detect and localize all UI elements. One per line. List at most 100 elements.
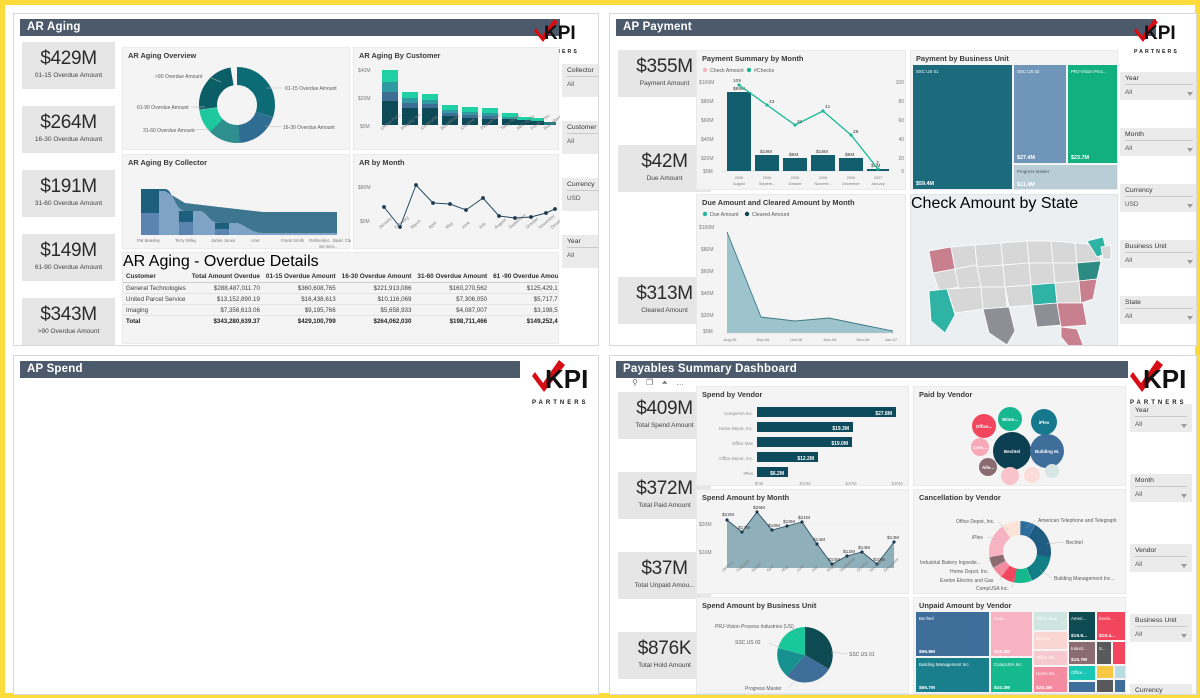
chevron-down-icon[interactable] (1181, 424, 1187, 428)
unpaid-by-vendor-treemap[interactable]: Bechtel Building Management Inc. Com... … (914, 610, 1127, 695)
visual-spend-amount-by-month[interactable]: Spend Amount by Month $20M $10M $22M $17M $… (696, 489, 909, 594)
svg-text:$14M: $14M (858, 545, 870, 551)
kpi-card[interactable]: $409M Total Spend Amount (618, 392, 711, 439)
payment-by-business-unit-treemap[interactable]: SSC US 01 SSC US 02 PRJ-Vision Proc... P… (911, 63, 1119, 191)
kpi-card[interactable]: $429M 01-15 Overdue Amount (22, 42, 115, 89)
ar-by-month-line[interactable]: $80M$0M January February March April May… (354, 167, 568, 249)
kpi-card[interactable]: $37M Total Unpaid Amou... (618, 552, 711, 599)
chevron-down-icon[interactable] (1181, 564, 1187, 568)
copy-icon[interactable]: ❐ (646, 378, 657, 387)
kpi-card[interactable]: $264M 16-30 Overdue Amount (22, 106, 115, 153)
svg-text:$0M: $0M (755, 481, 764, 486)
chevron-down-icon[interactable] (1181, 634, 1187, 638)
cell-total-1630: $264,062,030 (373, 317, 412, 325)
slicer-year[interactable]: Year All (1120, 72, 1196, 100)
payment-summary-combo-chart[interactable]: Check Amount #Checks $100M $80M $60M $40M $… (697, 63, 907, 191)
col-1630[interactable]: 16-30 Overdue Amount (338, 271, 415, 283)
visual-paid-by-vendor[interactable]: Paid by Vendor Bechtel Building M. iPlex… (913, 386, 1126, 486)
kpi-card[interactable]: $876K Total Hold Amount (618, 632, 711, 679)
slicer-vendor[interactable]: Vendor All (1130, 544, 1192, 572)
visual-payment-summary-by-month[interactable]: Payment Summary by Month Check Amount #C… (696, 50, 906, 190)
kpi-card[interactable]: $313M Cleared Amount (618, 277, 711, 324)
kpi-label: Total Paid Amount (638, 502, 691, 509)
visual-spend-by-business-unit[interactable]: Spend Amount by Business Unit PRJ-Vision… (696, 597, 909, 694)
visual-spend-by-vendor[interactable]: Spend by Vendor $27.8M $19.3M $19.0M $12… (696, 386, 909, 486)
visual-payment-by-business-unit[interactable]: Payment by Business Unit SSC US 01 SSC U… (910, 50, 1118, 190)
spend-by-vendor-bars[interactable]: $27.8M $19.3M $19.0M $12.2M $6.2M CompUS… (697, 399, 910, 487)
slicer-year[interactable]: Year All (562, 235, 598, 268)
col-total-overdue[interactable]: Total Amount Overdue (188, 271, 263, 283)
ar-aging-overview-donut[interactable]: 01-15 Overdue Amount 16-30 Overdue Amoun… (123, 60, 351, 150)
chevron-down-icon[interactable] (1187, 148, 1193, 152)
kpi-card[interactable]: $42M Due Amount (618, 145, 711, 192)
svg-text:Jamie Jones: Jamie Jones (211, 238, 235, 243)
ar-aging-by-customer-bars[interactable]: $40M $20M $0M (354, 60, 563, 150)
table-header-row: Customer Total Amount Overdue 01-15 Over… (123, 271, 558, 283)
spend-by-bu-pie[interactable]: PRJ-Vision Process Industries (US) SSC U… (697, 610, 910, 695)
slicer-business-unit[interactable]: Business Unit All (1130, 614, 1192, 642)
chevron-down-icon[interactable] (1181, 494, 1187, 498)
svg-text:$25M: $25M (753, 505, 765, 511)
chevron-down-icon[interactable] (1187, 92, 1193, 96)
col-customer[interactable]: Customer (123, 271, 189, 283)
visual-cancellation-by-vendor[interactable]: Cancellation by Vendor American Telephon… (913, 489, 1126, 594)
visual-ar-by-month[interactable]: AR by Month $80M $0M January February Mar… (353, 154, 568, 249)
visual-ar-aging-overview[interactable]: AR Aging Overview 01-15 Overdue Amount 1… (122, 47, 350, 150)
visual-ar-aging-by-customer[interactable]: AR Aging By Customer $40M $20M $0M (353, 47, 563, 150)
chevron-down-icon[interactable] (1187, 316, 1193, 320)
svg-text:43: 43 (769, 99, 775, 105)
slicer-year[interactable]: Year All (1130, 404, 1192, 432)
kpi-card[interactable]: $191M 31-60 Overdue Amount (22, 170, 115, 217)
kpi-card[interactable]: $149M 61-90 Overdue Amount (22, 234, 115, 281)
visual-ar-aging-by-collector[interactable]: AR Aging By Collector Pat Beasley Terry … (122, 154, 355, 249)
cell-6190: $5,717,778 (490, 293, 558, 305)
table-row[interactable]: United Parcel Service $13,152,890.19 $16… (123, 293, 558, 305)
cancellation-donut[interactable]: American Telephone and Telegraph Bechtel… (914, 502, 1127, 595)
pin-icon[interactable]: ⚲ (632, 378, 641, 387)
visual-due-cleared-by-month[interactable]: Due Amount and Cleared Amount by Month D… (696, 194, 907, 346)
more-options-icon[interactable]: … (676, 378, 688, 387)
svg-text:Industrial Bakery Ingredie...: Industrial Bakery Ingredie... (920, 560, 981, 566)
svg-text:Exelo...: Exelo... (1099, 616, 1114, 621)
visual-unpaid-by-vendor[interactable]: Unpaid Amount by Vendor (913, 597, 1126, 694)
col-6190[interactable]: 61 -90 Overdue Amount (490, 271, 558, 283)
slicer-month[interactable]: Month All (1130, 474, 1192, 502)
svg-text:$17M: $17M (738, 525, 750, 531)
slicer-month[interactable]: Month All (1120, 128, 1196, 156)
cell-1630: $5,658,933 (338, 304, 415, 316)
kpi-card[interactable]: $343M >90 Overdue Amount (22, 298, 115, 345)
svg-text:March: March (409, 218, 422, 230)
filter-icon[interactable]: ⏶ (661, 378, 671, 387)
slicer-state[interactable]: State All (1120, 296, 1196, 324)
chevron-down-icon[interactable] (1187, 260, 1193, 264)
slicer-currency[interactable]: Currency USD (1120, 184, 1196, 212)
table-row[interactable]: Imaging $7,356,613.06 $9,195,766 $5,658,… (123, 304, 558, 316)
chevron-down-icon[interactable] (1187, 204, 1193, 208)
kpi-value: $264M (40, 112, 97, 133)
col-0115[interactable]: 01-15 Overdue Amount (262, 271, 339, 283)
slicer-collector[interactable]: Collector All (562, 64, 598, 97)
ar-overdue-details-table[interactable]: Customer Total Amount Overdue 01-15 Over… (123, 271, 558, 326)
us-choropleth-map[interactable] (911, 213, 1119, 346)
svg-text:May: May (444, 220, 454, 230)
svg-text:Ameri...: Ameri... (1071, 616, 1086, 621)
ar-aging-by-collector-area[interactable]: Pat Beasley Terry Wiley Jamie Jones Azer… (123, 167, 355, 249)
slicer-business-unit[interactable]: Business Unit All (1120, 240, 1196, 268)
slicer-currency[interactable]: Currency USD (1130, 684, 1192, 694)
svg-text:Check Amount: Check Amount (710, 68, 744, 74)
svg-text:$100M: $100M (699, 80, 714, 86)
spend-by-month-area[interactable]: $20M$10M $22M$17M$25M $18M$19M$21M $14M$… (697, 502, 910, 595)
slicer-customer[interactable]: Customer All (562, 121, 598, 154)
kpi-card[interactable]: $355M Payment Amount (618, 50, 711, 97)
slicer-currency[interactable]: Currency USD (562, 178, 598, 211)
visual-ar-overdue-details[interactable]: AR Aging - Overdue Details Customer Tota… (122, 252, 559, 344)
paid-by-vendor-bubbles[interactable]: Bechtel Building M. iPlex Winte... Offic… (914, 399, 1127, 487)
cell-0115: $9,195,766 (262, 304, 339, 316)
visual-check-amount-by-state[interactable]: Check Amount by State (910, 194, 1119, 346)
svg-text:Office De...: Office De... (1036, 655, 1058, 660)
due-cleared-area-chart[interactable]: Due Amount Cleared Amount $100M$80M$60M … (697, 207, 907, 346)
table-row[interactable]: General Technologies $288,487,011.70 $36… (123, 282, 558, 294)
kpi-card[interactable]: $372M Total Paid Amount (618, 472, 711, 519)
visual-header-toolbar[interactable]: ⚲ ❐ ⏶ … (632, 378, 687, 388)
col-3160[interactable]: 31-60 Overdue Amount (414, 271, 491, 283)
